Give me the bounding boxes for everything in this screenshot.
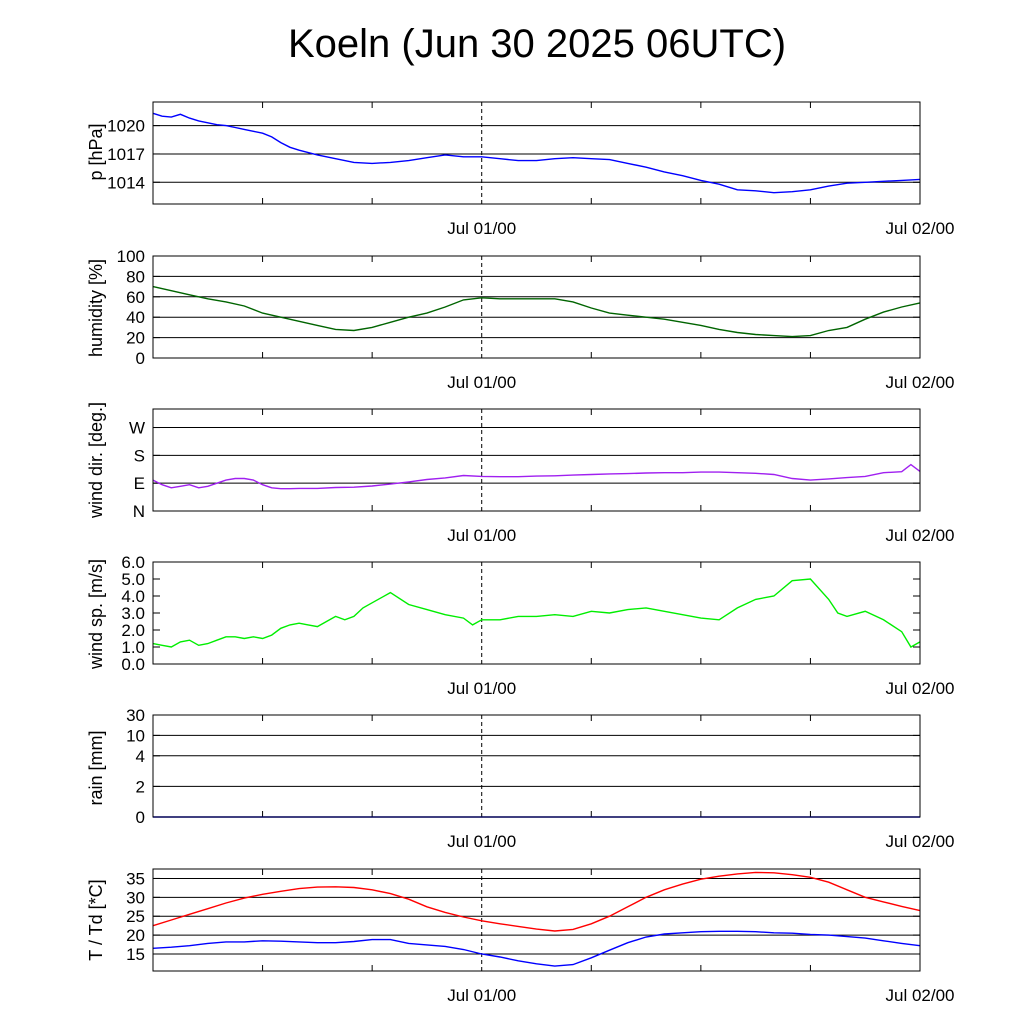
series-line bbox=[152, 112, 921, 194]
y-axis-label: wind sp. [m/s] bbox=[86, 559, 106, 670]
x-tick-label: Jul 01/00 bbox=[447, 986, 516, 1005]
y-tick-label: E bbox=[134, 474, 145, 493]
y-tick-label: S bbox=[134, 446, 145, 465]
y-tick-label: 20 bbox=[126, 926, 145, 945]
y-axis-label: rain [mm] bbox=[86, 730, 106, 805]
series-line bbox=[152, 930, 921, 967]
y-tick-label: 60 bbox=[126, 288, 145, 307]
x-tick-label: Jul 01/00 bbox=[447, 679, 516, 698]
y-tick-label: 10 bbox=[126, 726, 145, 745]
y-tick-label: 0.0 bbox=[121, 655, 145, 674]
y-tick-label: 4 bbox=[136, 747, 145, 766]
y-tick-label: 1017 bbox=[107, 145, 145, 164]
x-tick-label: Jul 01/00 bbox=[447, 219, 516, 238]
plot-frame bbox=[152, 408, 921, 512]
plot-frame bbox=[152, 561, 921, 665]
y-tick-label: 1.0 bbox=[121, 638, 145, 657]
x-tick-label: Jul 02/00 bbox=[886, 679, 955, 698]
x-tick-label: Jul 02/00 bbox=[886, 373, 955, 392]
y-tick-label: 0 bbox=[136, 349, 145, 368]
chart-title: Koeln (Jun 30 2025 06UTC) bbox=[287, 22, 787, 66]
y-axis-label: humidity [%] bbox=[86, 259, 106, 357]
y-tick-label: 100 bbox=[117, 247, 145, 266]
y-tick-label: N bbox=[133, 502, 145, 521]
plot-frame bbox=[152, 868, 921, 972]
y-tick-label: 30 bbox=[126, 888, 145, 907]
series-line bbox=[152, 285, 921, 338]
x-tick-label: Jul 01/00 bbox=[447, 526, 516, 545]
y-tick-label: 35 bbox=[126, 869, 145, 888]
series-line bbox=[152, 578, 921, 648]
x-tick-label: Jul 01/00 bbox=[447, 373, 516, 392]
x-tick-label: Jul 02/00 bbox=[886, 832, 955, 851]
y-tick-label: 1020 bbox=[107, 117, 145, 136]
y-tick-label: 40 bbox=[126, 308, 145, 327]
y-tick-label: 2 bbox=[136, 777, 145, 796]
y-tick-label: 80 bbox=[126, 267, 145, 286]
y-tick-label: 15 bbox=[126, 945, 145, 964]
x-tick-label: Jul 02/00 bbox=[886, 986, 955, 1005]
series-line bbox=[152, 463, 921, 490]
y-tick-label: W bbox=[129, 419, 145, 438]
y-tick-label: 6.0 bbox=[121, 553, 145, 572]
y-axis-label: p [hPa] bbox=[86, 123, 106, 180]
y-tick-label: 4.0 bbox=[121, 587, 145, 606]
plot-frame bbox=[152, 255, 921, 359]
y-axis-label: wind dir. [deg.] bbox=[86, 402, 106, 519]
y-tick-label: 0 bbox=[136, 808, 145, 827]
y-tick-label: 3.0 bbox=[121, 604, 145, 623]
x-tick-label: Jul 02/00 bbox=[886, 219, 955, 238]
y-tick-label: 5.0 bbox=[121, 570, 145, 589]
y-tick-label: 25 bbox=[126, 907, 145, 926]
y-tick-label: 30 bbox=[126, 706, 145, 725]
y-tick-label: 20 bbox=[126, 329, 145, 348]
y-tick-label: 2.0 bbox=[121, 621, 145, 640]
plot-frame bbox=[152, 101, 921, 205]
series-line bbox=[152, 871, 921, 932]
y-axis-label: T / Td [*C] bbox=[86, 879, 106, 960]
y-tick-label: 1014 bbox=[107, 173, 145, 192]
x-tick-label: Jul 02/00 bbox=[886, 526, 955, 545]
plot-frame bbox=[152, 714, 921, 818]
x-tick-label: Jul 01/00 bbox=[447, 832, 516, 851]
